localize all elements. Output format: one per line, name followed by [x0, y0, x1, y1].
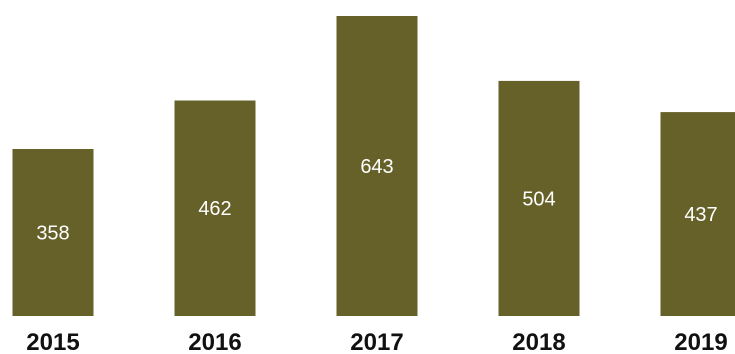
bar-value-label: 643 — [360, 156, 393, 178]
bar-2017 — [336, 16, 418, 316]
bar-2018 — [498, 80, 580, 317]
bar-value-label: 437 — [684, 204, 717, 226]
bar-2016 — [174, 100, 256, 316]
bars-group — [12, 16, 735, 317]
category-label: 2018 — [512, 329, 565, 354]
bar-2019 — [660, 112, 735, 316]
category-label: 2017 — [350, 329, 403, 354]
category-labels-group: 2015 2016 2017 2018 2019 — [26, 329, 727, 354]
category-label: 2019 — [674, 329, 727, 354]
category-label: 2016 — [188, 329, 241, 354]
bar-value-label: 358 — [36, 223, 69, 245]
bar-2015 — [12, 149, 94, 316]
value-labels-group: 358 462 643 504 437 — [36, 156, 717, 245]
category-label: 2015 — [26, 329, 79, 354]
bar-value-label: 504 — [522, 188, 555, 210]
bar-value-label: 462 — [198, 198, 231, 220]
